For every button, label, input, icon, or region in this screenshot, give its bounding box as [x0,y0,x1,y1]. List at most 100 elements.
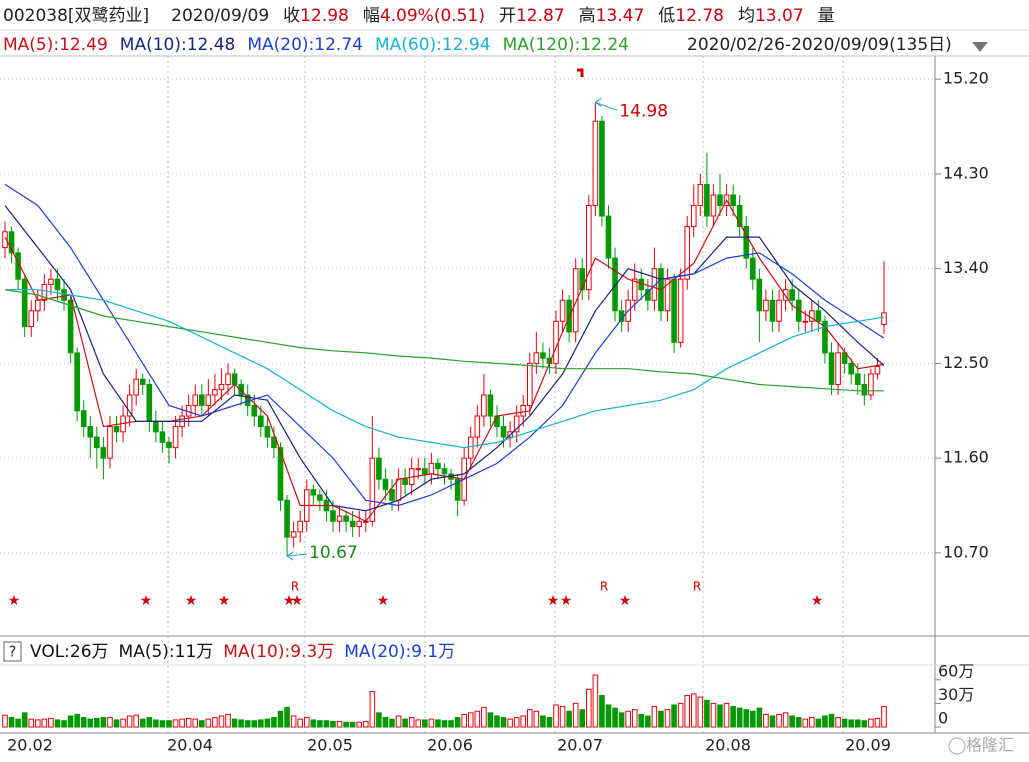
volume-bar [690,693,697,728]
candle-body [172,426,179,449]
candle-body [428,462,435,475]
volume-bar [743,709,750,728]
candle-body [815,310,822,322]
volume-bar [677,702,684,728]
dropdown-arrow[interactable] [972,42,988,52]
candle-body [592,120,599,206]
volume-bar [133,714,139,728]
candle-body [336,515,343,522]
candle-body [848,362,854,375]
candle-body [881,312,887,325]
candle-body [212,389,218,396]
volume-bar [802,718,809,728]
volume-bar [756,707,763,728]
x-tick-label: 20.08 [705,736,751,755]
event-star: ★ [140,593,153,609]
candle-body [835,352,841,385]
candle-body [441,468,448,475]
volume-bar [572,702,579,728]
volume-bar [500,717,507,728]
candle-body [310,489,317,496]
candle-body [697,183,704,206]
candle-body [343,515,349,522]
help-icon[interactable]: ? [9,643,17,661]
candle-body [467,436,474,459]
candle-body [802,320,809,323]
x-tick-label: 20.09 [845,736,891,755]
volume-bar [769,715,776,728]
volume-bar [284,706,290,728]
volume-bar [487,712,494,728]
volume-bar [126,715,133,728]
volume-bar [684,695,691,728]
x-tick-label: 20.07 [557,736,603,755]
header-text: 均 [738,6,755,26]
ma-line [4,183,885,507]
candle-body [41,283,48,301]
event-r: R [693,580,701,594]
header-text: 高 [579,6,596,26]
candle-body [389,489,395,501]
volume-bar [618,712,625,728]
volume-bar [290,715,297,728]
candle-body [113,426,120,433]
header-text: 13.07 [755,6,804,26]
volume-bar [848,719,854,728]
candle-body [540,352,546,359]
y-tick-label: 12.50 [943,353,989,372]
header-text: MA(120):12.24 [503,35,629,55]
volume-bar [179,718,185,728]
high-pointer [595,97,618,111]
volume-bar [645,715,651,728]
volume-bar [48,717,54,728]
volume-tick-label: 30万 [938,685,974,704]
candle-body [238,383,244,396]
volume-bar [868,718,874,728]
header-text: 002038[双鹭药业] [3,6,149,26]
candle-body [422,468,428,475]
candle-body [841,352,848,364]
candle-body [664,278,671,312]
candle-body [166,441,172,449]
volume-bar [382,717,389,728]
candle-body [67,299,74,354]
ma-legend: MA(5):12.49 MA(10):12.48 MA(20):12.74 MA(60… [3,35,629,55]
volume-bar [54,719,61,728]
volume-bar [8,717,15,728]
volume-bar [612,707,618,728]
header-text: 开 [499,6,516,26]
header-text: 2020/09/09 [171,6,269,26]
volume-bar [854,719,861,728]
y-tick-label: 11.60 [943,448,989,467]
event-star: ★ [811,593,824,609]
candle-body [231,373,238,385]
candle-body [146,383,153,422]
volume-bar [74,713,80,728]
candle-body [100,447,107,459]
header-text: MA(10):12.48 [120,35,236,55]
y-tick-label: 10.70 [943,542,989,561]
volume-bar [579,709,586,728]
candle-body [87,426,94,438]
candle-body [481,394,487,417]
low-pointer [286,551,308,561]
candle-body [454,478,461,501]
candle-body [717,194,723,206]
event-star: ★ [283,593,296,609]
volume-bar [310,719,317,728]
volume-bar [153,719,159,728]
header-text: 4.09%(0.51) [380,6,485,26]
x-tick-label: 20.06 [427,736,473,755]
volume-bar [533,710,540,728]
volume-bar [159,720,166,728]
volume-bar [638,713,645,728]
volume-bar [428,718,435,728]
volume-bar [356,721,363,728]
volume-bar [441,720,448,728]
candle-body [763,299,769,312]
volume-bar [750,710,756,728]
low-label: 10.67 [309,543,358,563]
frame [0,29,1029,734]
event-r: R [600,580,608,594]
